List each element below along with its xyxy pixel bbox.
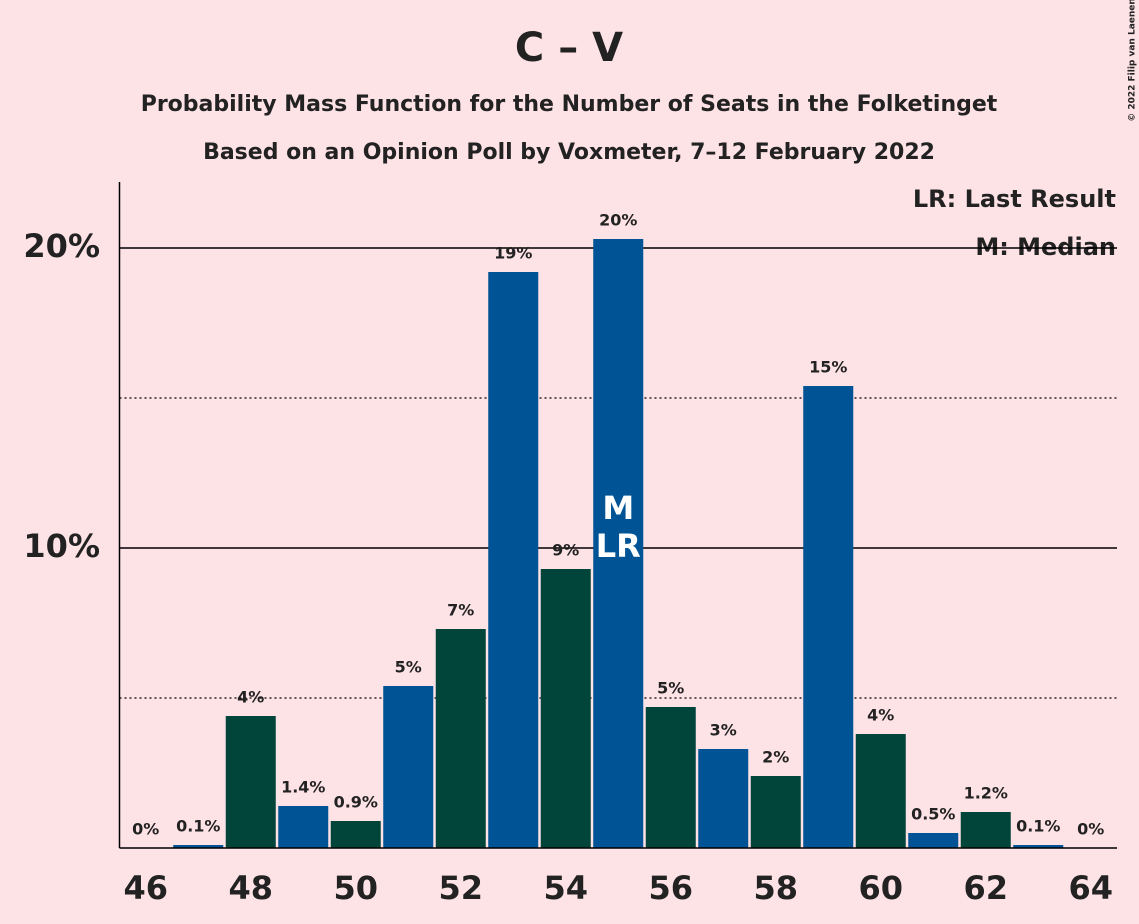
bar bbox=[1013, 845, 1064, 848]
bar bbox=[383, 686, 434, 848]
value-label: 0.1% bbox=[1016, 817, 1060, 836]
x-tick-label: 58 bbox=[753, 869, 798, 907]
value-label: 4% bbox=[867, 706, 894, 725]
value-label: 1.2% bbox=[964, 784, 1008, 803]
bar bbox=[173, 845, 224, 848]
x-tick-label: 54 bbox=[543, 869, 588, 907]
x-tick-label: 64 bbox=[1068, 869, 1113, 907]
bar bbox=[278, 806, 329, 848]
bar bbox=[435, 629, 486, 848]
copyright: © 2022 Filip van Laenen bbox=[1128, 0, 1138, 122]
value-label: 2% bbox=[762, 748, 789, 767]
bar bbox=[855, 734, 906, 848]
value-label: 19% bbox=[494, 244, 532, 263]
chart-title: C – V bbox=[515, 25, 623, 71]
value-label: 20% bbox=[599, 211, 637, 230]
value-label: 0% bbox=[132, 820, 159, 839]
bar bbox=[540, 569, 591, 848]
legend-entry: M: Median bbox=[975, 233, 1116, 261]
value-label: 0% bbox=[1077, 820, 1104, 839]
bar bbox=[330, 821, 381, 848]
bar bbox=[225, 716, 276, 848]
chart-subtitle: Probability Mass Function for the Number… bbox=[141, 92, 998, 117]
value-label: 0.1% bbox=[176, 817, 220, 836]
x-tick-label: 60 bbox=[858, 869, 903, 907]
y-tick-label: 10% bbox=[23, 527, 100, 565]
bar-annotation: M bbox=[602, 489, 634, 527]
x-tick-label: 46 bbox=[123, 869, 168, 907]
chart-subtitle: Based on an Opinion Poll by Voxmeter, 7–… bbox=[203, 140, 935, 165]
bar bbox=[593, 239, 644, 848]
value-label: 3% bbox=[710, 721, 737, 740]
value-label: 0.9% bbox=[334, 793, 378, 812]
y-tick-label: 20% bbox=[23, 227, 100, 265]
value-label: 5% bbox=[395, 658, 422, 677]
x-tick-label: 62 bbox=[963, 869, 1008, 907]
bar bbox=[960, 812, 1011, 848]
legend-entry: LR: Last Result bbox=[913, 185, 1116, 213]
value-label: 5% bbox=[657, 679, 684, 698]
bar-annotation: LR bbox=[596, 527, 641, 565]
x-tick-label: 52 bbox=[438, 869, 483, 907]
x-tick-label: 48 bbox=[228, 869, 273, 907]
value-label: 4% bbox=[237, 688, 264, 707]
value-label: 0.5% bbox=[911, 805, 955, 824]
value-label: 9% bbox=[552, 541, 579, 560]
value-label: 1.4% bbox=[281, 778, 325, 797]
bar bbox=[645, 707, 696, 848]
x-tick-label: 56 bbox=[648, 869, 693, 907]
bar bbox=[698, 749, 749, 848]
value-label: 15% bbox=[809, 358, 847, 377]
bar bbox=[908, 833, 959, 848]
bar bbox=[488, 272, 539, 848]
value-label: 7% bbox=[447, 601, 474, 620]
x-tick-label: 50 bbox=[333, 869, 378, 907]
bar bbox=[750, 776, 801, 848]
bar bbox=[803, 386, 854, 848]
